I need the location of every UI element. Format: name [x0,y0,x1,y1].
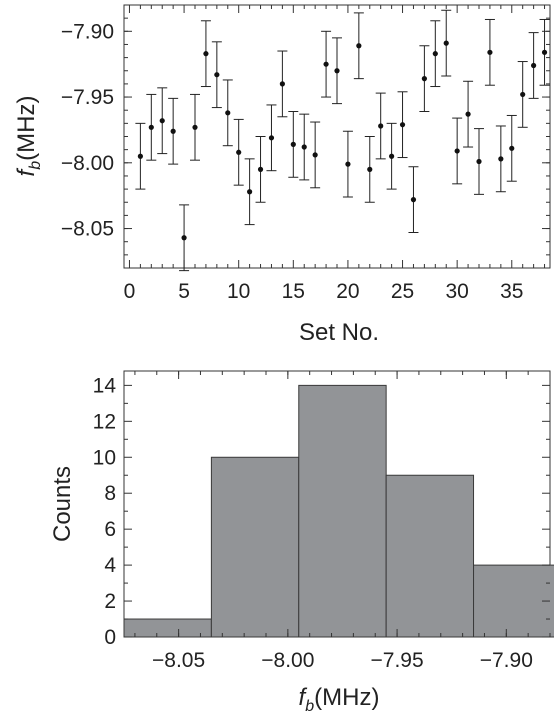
histogram-bar [385,474,475,638]
histogram-y-tick-label: 10 [93,446,116,469]
data-point [268,135,275,141]
data-point [476,158,482,165]
histogram-y-tick-label: 6 [104,518,116,541]
histogram-x-tick-label: −8.00 [261,649,314,672]
histogram-y-tick-label: 8 [104,482,116,505]
histogram-x-ticks: −8.05 −8.00 −7.95 −7.90 [134,371,551,672]
data-point [323,61,329,67]
histogram-y-tick-label: 2 [104,590,116,613]
histogram-bar [210,456,300,638]
data-point [225,110,231,116]
histogram-y-tick-label: 0 [104,626,116,649]
histogram-y-tick-label: 12 [93,410,116,433]
histogram-x-tick-label: −7.95 [371,649,424,672]
data-point [181,235,187,241]
data-point [247,189,253,195]
data-point [192,124,198,130]
scatter-y-ticks: −7.90 −7.95 −8.00 −8.05 [61,4,550,256]
data-point [432,51,438,57]
histogram-bar [298,384,387,638]
histogram-y-tick-label: 14 [93,374,117,397]
data-point [214,72,220,78]
histogram-x-tick-label: −8.05 [152,649,205,672]
data-point [531,62,537,69]
scatter-points [135,9,550,272]
data-point [159,118,165,124]
histogram-bars [123,384,554,638]
data-point [399,122,406,128]
data-point [520,91,526,98]
data-point [356,43,362,49]
data-point [334,68,340,74]
data-point [301,144,307,150]
scatter-x-tick-label: 25 [391,280,414,303]
data-point [509,145,515,151]
data-point [345,161,351,167]
scatter-y-tick-label: −7.95 [61,86,114,109]
histogram-x-axis-label: fb(MHz) [299,684,380,715]
scatter-x-tick-label: 15 [282,280,305,303]
histogram-y-tick-label: 4 [104,554,116,577]
scatter-x-tick-label: 20 [336,280,359,303]
histogram-bar [473,564,554,638]
data-point [378,123,384,129]
data-point [290,141,296,147]
data-point [279,81,285,87]
scatter-x-axis-label: Set No. [299,319,379,346]
data-point [421,76,427,82]
data-point [367,166,373,172]
data-point [541,49,548,55]
data-point [170,128,176,134]
data-point [487,49,493,55]
data-point [454,148,460,154]
scatter-x-tick-label: 0 [124,280,136,303]
scatter-y-tick-label: −8.05 [61,218,114,241]
histogram-y-ticks: 0 2 4 6 8 10 12 14 [93,374,550,649]
scatter-y-tick-label: −8.00 [61,152,114,175]
data-point [203,51,209,57]
scatter-x-tick-label: 35 [500,280,523,303]
scatter-x-ticks: 0 5 10 15 20 25 30 35 [124,5,546,303]
histogram-x-tick-label: −7.90 [480,649,533,672]
data-point [148,124,154,130]
data-point [410,197,417,203]
data-point [389,153,395,159]
data-point [236,149,242,155]
data-point [465,111,471,117]
scatter-panel: −7.90 −7.95 −8.00 −8.05 0 5 10 15 20 25 30 35 Set … [13,4,551,346]
data-point [498,156,504,162]
scatter-y-tick-label: −7.90 [61,20,114,43]
histogram-bar [123,618,212,638]
scatter-x-tick-label: 30 [445,280,468,303]
data-point [137,153,143,159]
scatter-x-tick-label: 10 [227,280,250,303]
data-point [443,40,449,46]
scatter-y-axis-label: fb(MHz) [13,96,44,177]
data-point [312,152,318,158]
data-point [257,166,264,172]
scatter-x-tick-label: 5 [178,280,190,303]
histogram-y-axis-label: Counts [49,466,76,542]
